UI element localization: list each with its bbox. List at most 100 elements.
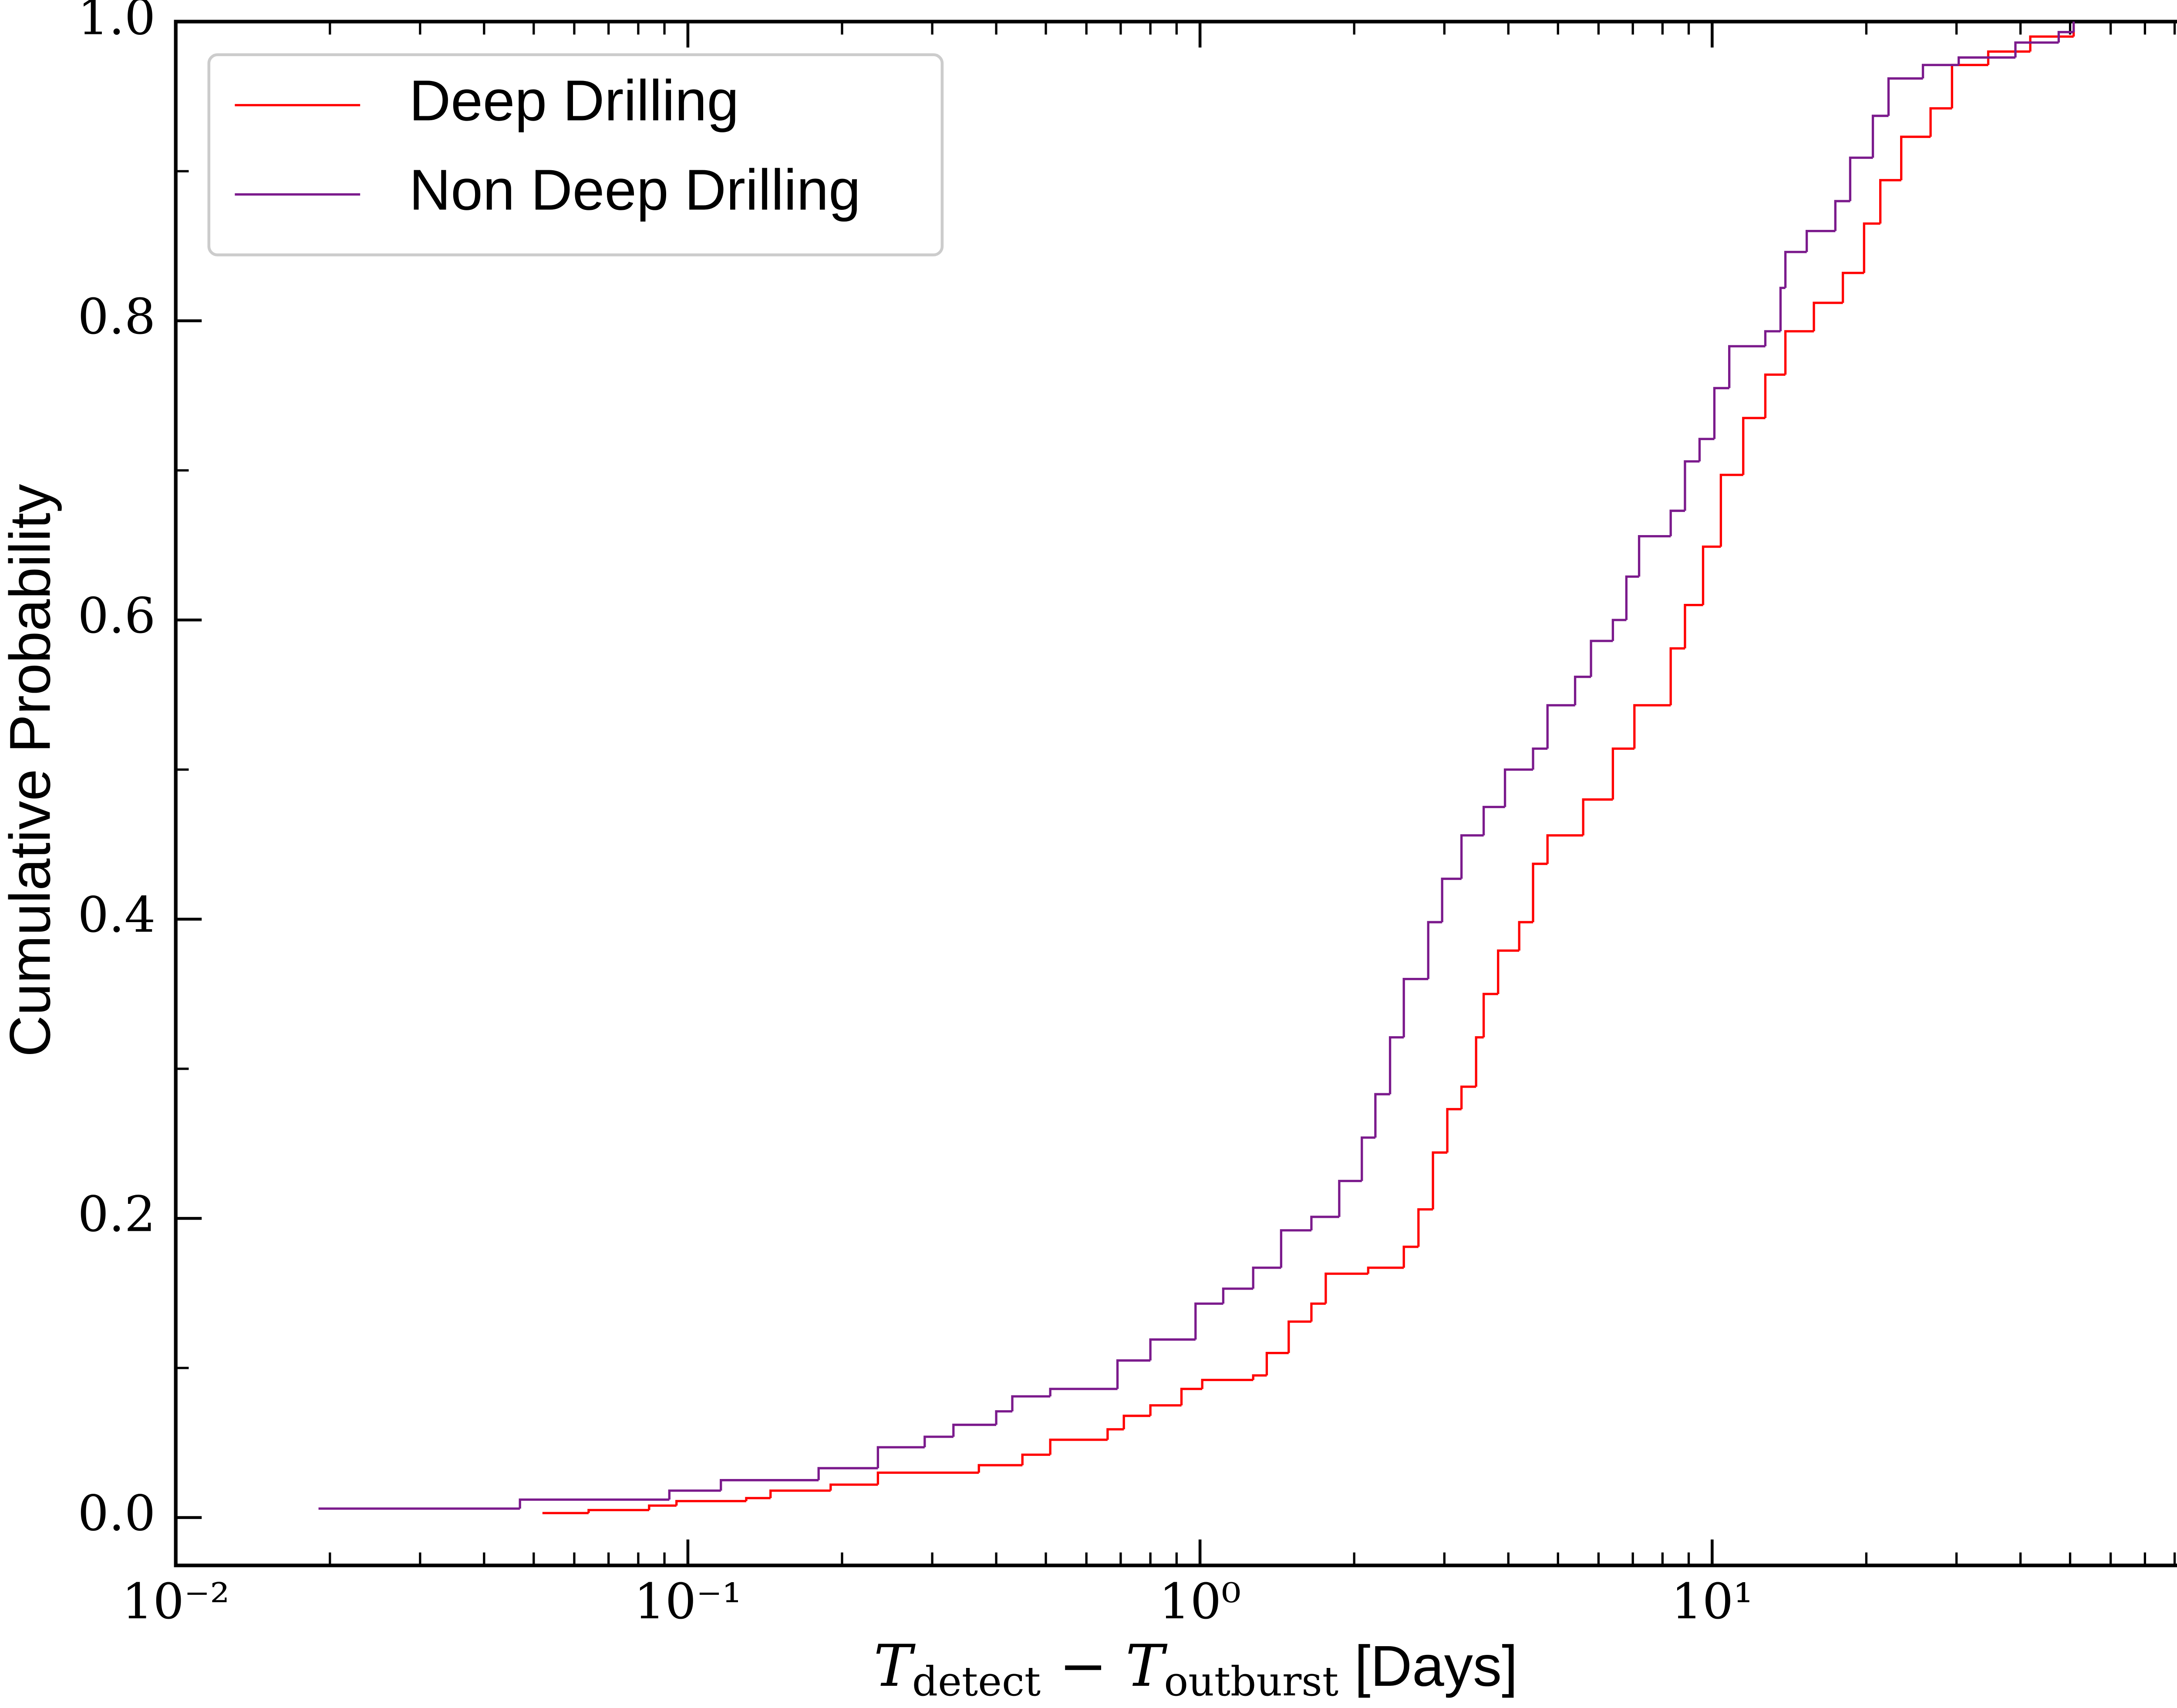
x-tick-label: 10⁰ — [1159, 1573, 1241, 1630]
step-segment — [1482, 805, 1505, 835]
step-segment — [1280, 1229, 1311, 1268]
step-segment — [1669, 509, 1685, 536]
x-tick-label: 10¹ — [1671, 1573, 1753, 1630]
step-segment — [995, 1410, 1012, 1425]
step-segment — [1252, 1267, 1281, 1289]
x-axis-label-part: outburst — [1164, 1658, 1338, 1705]
step-segment — [1310, 1302, 1326, 1322]
x-axis-label-part: T — [1126, 1633, 1168, 1700]
step-segment — [1764, 373, 1786, 418]
step-segment — [2014, 41, 2059, 58]
step-segment — [1149, 1338, 1196, 1361]
step-segment — [1460, 1085, 1476, 1109]
step-segment — [952, 1423, 997, 1437]
legend-label: Deep Drilling — [409, 68, 739, 133]
step-segment — [1338, 1179, 1362, 1217]
step-segment — [1460, 834, 1484, 879]
step-segment — [1503, 768, 1533, 807]
step-segment — [1719, 474, 1743, 547]
step-segment — [1546, 704, 1575, 749]
step-segment — [1813, 301, 1843, 331]
step-segment — [1374, 1093, 1390, 1138]
step-segment — [1546, 834, 1584, 864]
step-segment — [1834, 200, 1850, 231]
step-segment — [1728, 345, 1766, 388]
y-tick-label: 1.0 — [78, 0, 155, 46]
step-segment — [1049, 1388, 1118, 1397]
step-segment — [1784, 251, 1807, 288]
step-segment — [1011, 1395, 1051, 1412]
step-segment — [2057, 31, 2074, 43]
step-segment — [2029, 35, 2074, 52]
step-segment — [1021, 1453, 1051, 1465]
step-segment — [1446, 1108, 1462, 1153]
step-segment — [1702, 545, 1721, 605]
step-segment — [1841, 272, 1864, 303]
step-segment — [829, 1483, 878, 1491]
step-segment — [1417, 1208, 1433, 1247]
step-segment — [876, 1446, 925, 1469]
y-axis-label: Cumulative Probability — [0, 484, 62, 1057]
step-segment — [1361, 1136, 1375, 1181]
step-segment — [1432, 1151, 1448, 1209]
step-segment — [1929, 107, 1952, 137]
step-segment — [1900, 135, 1931, 180]
step-segment — [1475, 1036, 1484, 1087]
step-segment — [1590, 640, 1613, 677]
y-tick-label: 0.6 — [78, 587, 155, 644]
step-segment — [817, 1467, 878, 1480]
step-segment — [1518, 921, 1533, 951]
step-segment — [1497, 949, 1520, 994]
step-segment — [1805, 230, 1836, 252]
step-segment — [1201, 1378, 1254, 1389]
step-segment — [1638, 535, 1671, 577]
y-tick-label: 0.2 — [78, 1186, 155, 1243]
step-segment — [1574, 675, 1591, 705]
step-segment — [745, 1497, 771, 1501]
x-axis-label-part: [Days] — [1338, 1634, 1518, 1698]
x-tick-label: 10⁻² — [122, 1573, 230, 1630]
step-segment — [1427, 921, 1442, 979]
step-segment — [648, 1504, 677, 1510]
x-axis-label-part: detect — [912, 1658, 1041, 1705]
step-segment — [1951, 64, 1988, 108]
step-segment — [1611, 619, 1627, 641]
step-segment — [1698, 438, 1715, 462]
x-axis-label-part: − — [1041, 1633, 1126, 1700]
step-segment — [675, 1500, 746, 1506]
step-segment — [1049, 1438, 1108, 1455]
step-segment — [1879, 179, 1901, 224]
step-segment — [1669, 647, 1685, 705]
step-segment — [1252, 1374, 1267, 1380]
x-axis-label: Tdetect − Toutburst [Days] — [874, 1633, 1518, 1705]
step-segment — [769, 1489, 831, 1498]
step-segment — [1441, 877, 1462, 923]
step-segment — [1871, 115, 1889, 158]
step-segment — [923, 1435, 954, 1448]
step-segment — [1388, 1036, 1404, 1095]
step-segment — [1764, 330, 1781, 347]
step-segment — [1887, 77, 1923, 116]
legend-box — [207, 53, 944, 256]
step-segment — [876, 1471, 979, 1485]
step-segment — [1310, 1216, 1339, 1230]
step-segment — [1684, 460, 1700, 511]
step-segment — [720, 1479, 819, 1491]
step-segment — [1287, 1320, 1311, 1353]
step-segment — [1265, 1351, 1289, 1376]
step-segment — [1180, 1388, 1203, 1405]
step-segment — [1713, 387, 1729, 439]
step-segment — [1482, 993, 1498, 1038]
step-segment — [587, 1509, 649, 1513]
step-segment — [668, 1489, 721, 1500]
step-segment — [1863, 222, 1880, 273]
y-tick-label: 0.4 — [78, 886, 155, 943]
step-segment — [1222, 1287, 1254, 1304]
step-segment — [1402, 1246, 1419, 1268]
step-segment — [519, 1498, 670, 1509]
y-tick-label: 0.0 — [78, 1485, 155, 1542]
step-segment — [1779, 286, 1786, 331]
x-axis-label-part: T — [874, 1633, 916, 1700]
